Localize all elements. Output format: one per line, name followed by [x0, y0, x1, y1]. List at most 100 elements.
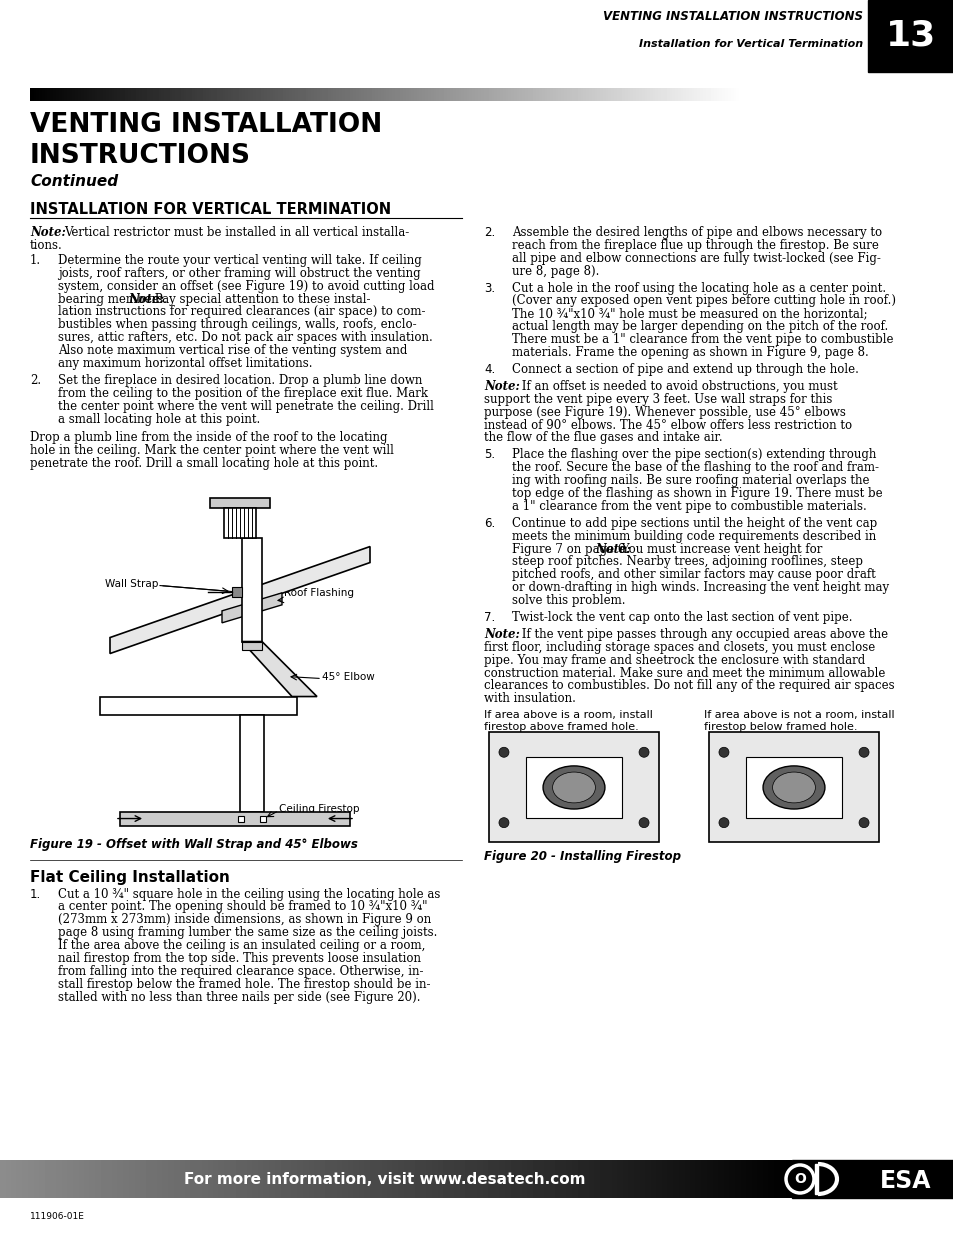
- Text: penetrate the roof. Drill a small locating hole at this point.: penetrate the roof. Drill a small locati…: [30, 457, 377, 469]
- Text: If area above is a room, install: If area above is a room, install: [483, 710, 652, 720]
- Text: O: O: [793, 1172, 805, 1186]
- Text: 13: 13: [885, 19, 935, 53]
- Text: solve this problem.: solve this problem.: [512, 594, 625, 608]
- Text: Connect a section of pipe and extend up through the hole.: Connect a section of pipe and extend up …: [512, 363, 858, 375]
- Text: construction material. Make sure and meet the minimum allowable: construction material. Make sure and mee…: [483, 667, 884, 679]
- Text: VENTING INSTALLATION INSTRUCTIONS: VENTING INSTALLATION INSTRUCTIONS: [602, 11, 862, 23]
- Text: bearing members.: bearing members.: [58, 293, 171, 305]
- Text: Assemble the desired lengths of pipe and elbows necessary to: Assemble the desired lengths of pipe and…: [512, 226, 882, 240]
- Text: VENTING INSTALLATION: VENTING INSTALLATION: [30, 112, 382, 138]
- Bar: [867, 0, 953, 72]
- Text: first floor, including storage spaces and closets, you must enclose: first floor, including storage spaces an…: [483, 641, 874, 653]
- Text: tions.: tions.: [30, 238, 63, 252]
- Ellipse shape: [542, 766, 604, 809]
- Text: support the vent pipe every 3 feet. Use wall straps for this: support the vent pipe every 3 feet. Use …: [483, 393, 832, 405]
- Text: Figure 7 on page 6.: Figure 7 on page 6.: [512, 542, 632, 556]
- Text: Pay special attention to these instal-: Pay special attention to these instal-: [151, 293, 370, 305]
- Bar: [237, 815, 244, 821]
- Text: (Cover any exposed open vent pipes before cutting hole in roof.): (Cover any exposed open vent pipes befor…: [512, 294, 895, 308]
- Text: If an offset is needed to avoid obstructions, you must: If an offset is needed to avoid obstruct…: [517, 379, 837, 393]
- Text: INSTALLATION FOR VERTICAL TERMINATION: INSTALLATION FOR VERTICAL TERMINATION: [30, 203, 391, 217]
- Text: Cut a 10 ¾" square hole in the ceiling using the locating hole as: Cut a 10 ¾" square hole in the ceiling u…: [58, 888, 440, 900]
- Text: system, consider an offset (see Figure 19) to avoid cutting load: system, consider an offset (see Figure 1…: [58, 279, 434, 293]
- Text: a small locating hole at this point.: a small locating hole at this point.: [58, 412, 260, 426]
- Text: any maximum horizontal offset limitations.: any maximum horizontal offset limitation…: [58, 357, 313, 370]
- Text: stalled with no less than three nails per side (see Figure 20).: stalled with no less than three nails pe…: [58, 990, 420, 1004]
- Text: Figure 20 - Installing Firestop: Figure 20 - Installing Firestop: [483, 851, 680, 863]
- Ellipse shape: [772, 772, 815, 803]
- Text: the roof. Secure the base of the flashing to the roof and fram-: the roof. Secure the base of the flashin…: [512, 461, 878, 474]
- Ellipse shape: [552, 772, 595, 803]
- Text: Note:: Note:: [30, 226, 66, 240]
- Text: a center point. The opening should be framed to 10 ¾"x10 ¾": a center point. The opening should be fr…: [58, 900, 427, 914]
- Text: lation instructions for required clearances (air space) to com-: lation instructions for required clearan…: [58, 305, 425, 319]
- Text: pipe. You may frame and sheetrock the enclosure with standard: pipe. You may frame and sheetrock the en…: [483, 653, 864, 667]
- Text: 2.: 2.: [30, 374, 41, 387]
- Text: all pipe and elbow connections are fully twist-locked (see Fig-: all pipe and elbow connections are fully…: [512, 252, 880, 264]
- Text: actual length may be larger depending on the pitch of the roof.: actual length may be larger depending on…: [512, 320, 887, 333]
- Text: meets the minimum building code requirements described in: meets the minimum building code requirem…: [512, 530, 876, 542]
- Text: 1.: 1.: [30, 888, 41, 900]
- Text: stall firestop below the framed hole. The firestop should be in-: stall firestop below the framed hole. Th…: [58, 978, 430, 990]
- Text: a 1" clearance from the vent pipe to combustible materials.: a 1" clearance from the vent pipe to com…: [512, 500, 866, 513]
- Text: (273mm x 273mm) inside dimensions, as shown in Figure 9 on: (273mm x 273mm) inside dimensions, as sh…: [58, 914, 431, 926]
- Text: The 10 ¾"x10 ¾" hole must be measured on the horizontal;: The 10 ¾"x10 ¾" hole must be measured on…: [512, 308, 866, 320]
- Text: Note:: Note:: [483, 379, 519, 393]
- Text: the center point where the vent will penetrate the ceiling. Drill: the center point where the vent will pen…: [58, 400, 434, 412]
- Circle shape: [498, 818, 509, 827]
- Text: Set the fireplace in desired location. Drop a plumb line down: Set the fireplace in desired location. D…: [58, 374, 422, 387]
- Text: Roof Flashing: Roof Flashing: [284, 588, 354, 598]
- Bar: [260, 815, 266, 821]
- Polygon shape: [110, 547, 370, 653]
- Text: If the vent pipe passes through any occupied areas above the: If the vent pipe passes through any occu…: [517, 627, 887, 641]
- Text: 5.: 5.: [483, 448, 495, 461]
- Text: ure 8, page 8).: ure 8, page 8).: [512, 264, 598, 278]
- Text: There must be a 1" clearance from the vent pipe to combustible: There must be a 1" clearance from the ve…: [512, 333, 893, 346]
- Text: Continued: Continued: [30, 174, 118, 189]
- Bar: [489, 732, 659, 842]
- Text: 45° Elbow: 45° Elbow: [322, 672, 375, 682]
- Text: nail firestop from the top side. This prevents loose insulation: nail firestop from the top side. This pr…: [58, 952, 420, 965]
- Text: Place the flashing over the pipe section(s) extending through: Place the flashing over the pipe section…: [512, 448, 876, 461]
- Text: clearances to combustibles. Do not fill any of the required air spaces: clearances to combustibles. Do not fill …: [483, 679, 894, 693]
- Text: purpose (see Figure 19). Whenever possible, use 45° elbows: purpose (see Figure 19). Whenever possib…: [483, 405, 845, 419]
- Text: top edge of the flashing as shown in Figure 19. There must be: top edge of the flashing as shown in Fig…: [512, 487, 882, 500]
- Circle shape: [498, 747, 509, 757]
- Bar: [242, 537, 262, 641]
- Text: Note:: Note:: [483, 627, 519, 641]
- Text: from the ceiling to the position of the fireplace exit flue. Mark: from the ceiling to the position of the …: [58, 387, 428, 400]
- Text: joists, roof rafters, or other framing will obstruct the venting: joists, roof rafters, or other framing w…: [58, 267, 420, 279]
- Text: Continue to add pipe sections until the height of the vent cap: Continue to add pipe sections until the …: [512, 516, 877, 530]
- Text: Twist-lock the vent cap onto the last section of vent pipe.: Twist-lock the vent cap onto the last se…: [512, 611, 852, 624]
- Text: page 8 using framing lumber the same size as the ceiling joists.: page 8 using framing lumber the same siz…: [58, 926, 436, 940]
- Text: or down-drafting in high winds. Increasing the vent height may: or down-drafting in high winds. Increasi…: [512, 582, 888, 594]
- Text: For more information, visit www.desatech.com: For more information, visit www.desatech…: [184, 1172, 585, 1187]
- Text: Also note maximum vertical rise of the venting system and: Also note maximum vertical rise of the v…: [58, 345, 407, 357]
- Text: sures, attic rafters, etc. Do not pack air spaces with insulation.: sures, attic rafters, etc. Do not pack a…: [58, 331, 433, 345]
- Text: the flow of the flue gases and intake air.: the flow of the flue gases and intake ai…: [483, 431, 721, 445]
- Bar: [120, 811, 350, 825]
- Text: 2.: 2.: [483, 226, 495, 240]
- Text: ing with roofing nails. Be sure roofing material overlaps the: ing with roofing nails. Be sure roofing …: [512, 474, 868, 487]
- Circle shape: [719, 818, 728, 827]
- Text: Note:: Note:: [595, 542, 630, 556]
- Text: reach from the fireplace flue up through the firestop. Be sure: reach from the fireplace flue up through…: [512, 238, 878, 252]
- Text: 111906-01E: 111906-01E: [30, 1212, 85, 1221]
- Text: Determine the route your vertical venting will take. If ceiling: Determine the route your vertical ventin…: [58, 253, 421, 267]
- Circle shape: [639, 747, 648, 757]
- Bar: [814, 1165, 817, 1194]
- Text: Cut a hole in the roof using the locating hole as a center point.: Cut a hole in the roof using the locatin…: [512, 282, 885, 295]
- Text: 4.: 4.: [483, 363, 495, 375]
- Text: INSTRUCTIONS: INSTRUCTIONS: [30, 143, 251, 169]
- Bar: [708, 732, 878, 842]
- Circle shape: [858, 747, 868, 757]
- Text: 6.: 6.: [483, 516, 495, 530]
- Bar: [224, 508, 255, 537]
- Circle shape: [639, 818, 648, 827]
- Text: firestop above framed hole.: firestop above framed hole.: [483, 722, 639, 732]
- Text: from falling into the required clearance space. Otherwise, in-: from falling into the required clearance…: [58, 965, 423, 978]
- Text: Installation for Vertical Termination: Installation for Vertical Termination: [639, 40, 862, 49]
- Text: You must increase vent height for: You must increase vent height for: [617, 542, 821, 556]
- Text: steep roof pitches. Nearby trees, adjoining rooflines, steep: steep roof pitches. Nearby trees, adjoin…: [512, 556, 862, 568]
- Text: 1.: 1.: [30, 253, 41, 267]
